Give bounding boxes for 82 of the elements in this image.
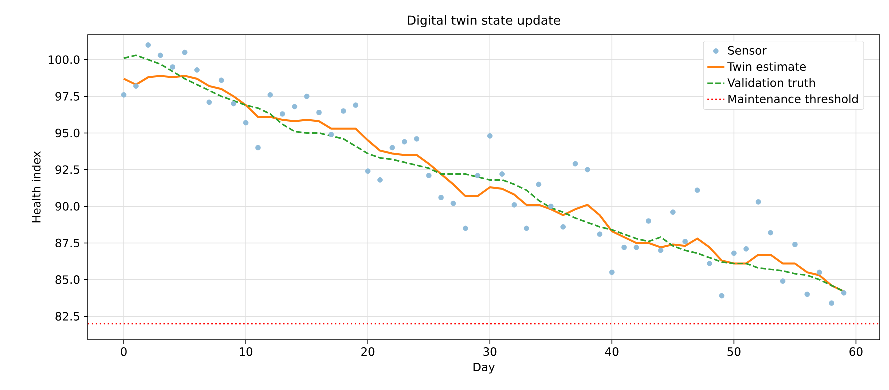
y-axis-title: Health index [32,152,41,223]
legend-label: Maintenance threshold [728,94,858,104]
y-tick-label: 95.0 [56,128,80,138]
chart-title: Digital twin state update [408,15,560,28]
x-tick-label: 40 [605,348,619,356]
point [243,120,249,126]
point [328,132,334,138]
point [841,290,847,296]
x-tick-label: 20 [362,348,375,356]
point [231,101,237,107]
y-tick-label: 85.0 [56,276,80,284]
point [353,102,359,108]
point [268,92,274,98]
point [365,168,371,174]
point [146,42,152,48]
x-tick-label: 30 [484,348,497,356]
point [744,246,750,252]
point [390,145,396,151]
x-tick-label: 10 [240,348,253,356]
point [402,139,408,145]
point [463,226,468,232]
point [316,110,322,116]
point [585,167,590,173]
point [134,84,139,90]
point [340,108,346,114]
point [280,111,286,117]
point [622,244,628,250]
point [438,195,444,200]
point [121,92,127,98]
point [475,173,481,178]
point [829,300,834,306]
legend-label: Sensor [728,46,767,55]
x-tick-label: 50 [728,348,741,356]
point [707,261,712,266]
point [292,104,298,110]
point [218,78,224,84]
point [670,210,676,216]
point [731,250,737,256]
x-axis-title: Day [474,363,495,374]
point [256,145,261,151]
point [414,136,420,142]
y-tick-label: 92.5 [56,166,80,174]
point [378,177,383,183]
point [780,278,786,284]
point [487,133,493,139]
point [194,68,200,73]
y-tick-label: 87.5 [56,238,80,248]
point [206,100,212,106]
point [560,224,566,230]
x-tick-label: 0 [121,348,127,356]
legend-label: Twin estimate [728,62,806,72]
point [719,293,725,299]
y-tick-label: 97.5 [56,92,80,101]
point [572,161,578,167]
point [536,182,542,188]
point [658,248,664,254]
point [804,292,810,298]
legend-label: Validation truth [728,78,816,88]
y-tick-label: 100.0 [48,56,80,64]
point [682,239,688,244]
point [768,230,774,236]
point [524,226,530,232]
y-tick-label: 90.0 [56,202,80,211]
point [170,64,176,70]
point [609,270,615,276]
point [548,204,554,210]
x-tick-label: 60 [850,348,863,356]
point [597,232,603,238]
point [512,202,518,208]
point [182,50,188,56]
point [500,172,506,177]
point [792,242,798,248]
point [816,270,822,276]
point [646,218,652,224]
point [426,173,432,178]
point [304,94,310,100]
y-tick-label: 82.5 [56,312,80,321]
point [694,188,700,194]
point [634,244,640,250]
point [158,52,164,58]
point [450,200,456,206]
point [756,199,762,205]
